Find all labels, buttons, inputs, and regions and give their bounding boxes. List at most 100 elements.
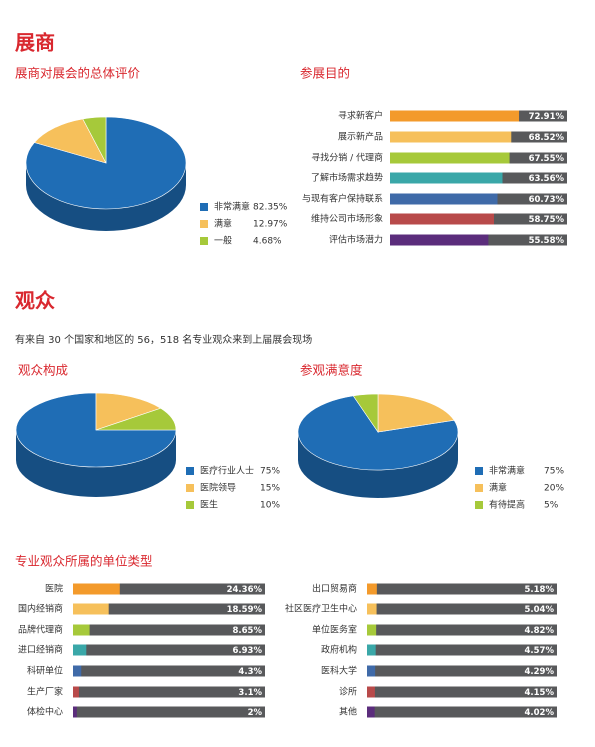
bar-label: 了解市场需求趋势 xyxy=(311,172,383,184)
bar-label: 社区医疗卫生中心 xyxy=(285,603,357,615)
bar xyxy=(367,624,377,636)
pie-slice xyxy=(95,392,162,431)
bar-label: 维持公司市场形象 xyxy=(311,213,383,225)
bar xyxy=(367,665,376,677)
bar-value: 4.57% xyxy=(525,646,555,656)
bar-label: 其他 xyxy=(339,706,357,718)
legend-value: 12.97% xyxy=(253,220,288,230)
bar xyxy=(367,706,375,718)
intro-text: 有来自 30 个国家和地区的 56，518 名专业观众来到上届展会现场 xyxy=(15,333,312,346)
legend-label: 非常满意 xyxy=(489,465,525,477)
bar-value: 4.02% xyxy=(525,708,555,718)
legend-value: 75% xyxy=(544,467,564,477)
bar-value: 63.56% xyxy=(529,174,565,184)
bar-label: 医科大学 xyxy=(321,665,357,677)
bar-value: 67.55% xyxy=(529,154,565,164)
bar xyxy=(367,644,376,656)
pie-slice xyxy=(82,116,107,164)
bar-label: 评估市场潜力 xyxy=(329,234,383,246)
bar-track xyxy=(73,603,265,615)
legend-value: 82.35% xyxy=(253,203,288,213)
legend-swatch xyxy=(186,501,194,509)
legend-value: 5% xyxy=(544,501,559,511)
legend-swatch xyxy=(475,467,483,475)
pie-slice xyxy=(33,118,107,164)
legend-label: 医生 xyxy=(200,499,218,511)
pie-side xyxy=(298,432,458,498)
bar xyxy=(367,603,377,615)
pie-side xyxy=(26,163,186,231)
bar-label: 出口贸易商 xyxy=(312,583,357,595)
legend-label: 满意 xyxy=(214,218,232,230)
bar-value: 60.73% xyxy=(529,195,565,205)
bar-track xyxy=(73,583,265,595)
bar-track xyxy=(367,706,557,718)
bar xyxy=(367,686,375,698)
bar xyxy=(390,152,510,164)
pie-slice xyxy=(297,395,459,471)
bar-label: 寻找分销 / 代理商 xyxy=(311,152,383,164)
bar-label: 寻求新客户 xyxy=(338,110,383,122)
bar-value: 4.3% xyxy=(238,667,262,677)
bar-value: 3.1% xyxy=(238,688,262,698)
bar xyxy=(367,583,377,595)
bar-value: 6.93% xyxy=(233,646,263,656)
bar xyxy=(390,193,498,205)
bar xyxy=(73,624,90,636)
bar-value: 72.91% xyxy=(529,112,565,122)
legend-value: 10% xyxy=(260,501,280,511)
section-heading: 观众 xyxy=(15,289,55,313)
legend-swatch xyxy=(200,220,208,228)
bar-track xyxy=(73,706,265,718)
bar xyxy=(73,603,109,615)
bar-value: 5.18% xyxy=(525,585,555,595)
bar-value: 4.82% xyxy=(525,626,555,636)
bar-label: 生产厂家 xyxy=(27,686,63,698)
bar-label: 医院 xyxy=(45,583,63,595)
pie-slice xyxy=(377,393,455,433)
bar-label: 进口经销商 xyxy=(18,644,63,656)
pie-side xyxy=(16,430,176,497)
bar-label: 单位医务室 xyxy=(312,624,357,636)
chart-title: 参展目的 xyxy=(300,66,350,81)
legend-value: 4.68% xyxy=(253,237,282,247)
legend-label: 满意 xyxy=(489,482,507,494)
bar xyxy=(73,583,120,595)
bar xyxy=(390,131,512,143)
bar xyxy=(390,213,494,225)
bar xyxy=(73,665,82,677)
bar-label: 品牌代理商 xyxy=(18,624,63,636)
bar-label: 诊所 xyxy=(339,686,357,698)
bar-value: 4.29% xyxy=(525,667,555,677)
legend-label: 医院领导 xyxy=(200,482,236,494)
bar-value: 18.59% xyxy=(227,605,263,615)
bar-track xyxy=(73,665,265,677)
pie-slice xyxy=(352,393,379,433)
legend-swatch xyxy=(475,501,483,509)
legend-label: 一般 xyxy=(214,235,232,247)
bar-track xyxy=(367,644,557,656)
bar-label: 国内经销商 xyxy=(18,603,63,615)
bar-track xyxy=(367,665,557,677)
legend-value: 15% xyxy=(260,484,280,494)
bar-track xyxy=(367,583,557,595)
bar xyxy=(390,234,489,246)
bar-track xyxy=(367,603,557,615)
chart-title: 参观满意度 xyxy=(300,363,363,378)
bar xyxy=(73,706,77,718)
bar xyxy=(73,686,79,698)
legend-label: 医疗行业人士 xyxy=(200,465,254,477)
chart-title: 展商对展会的总体评价 xyxy=(15,66,141,81)
bar-value: 2% xyxy=(248,708,263,718)
legend-value: 20% xyxy=(544,484,564,494)
section-heading: 展商 xyxy=(15,31,55,55)
legend-swatch xyxy=(186,467,194,475)
bar-value: 5.04% xyxy=(525,605,555,615)
bar-value: 58.75% xyxy=(529,215,565,225)
chart-title: 观众构成 xyxy=(18,363,68,378)
legend-swatch xyxy=(186,484,194,492)
bar-label: 与现有客户保持联系 xyxy=(302,193,383,205)
bar xyxy=(73,644,87,656)
bar-value: 8.65% xyxy=(233,626,263,636)
